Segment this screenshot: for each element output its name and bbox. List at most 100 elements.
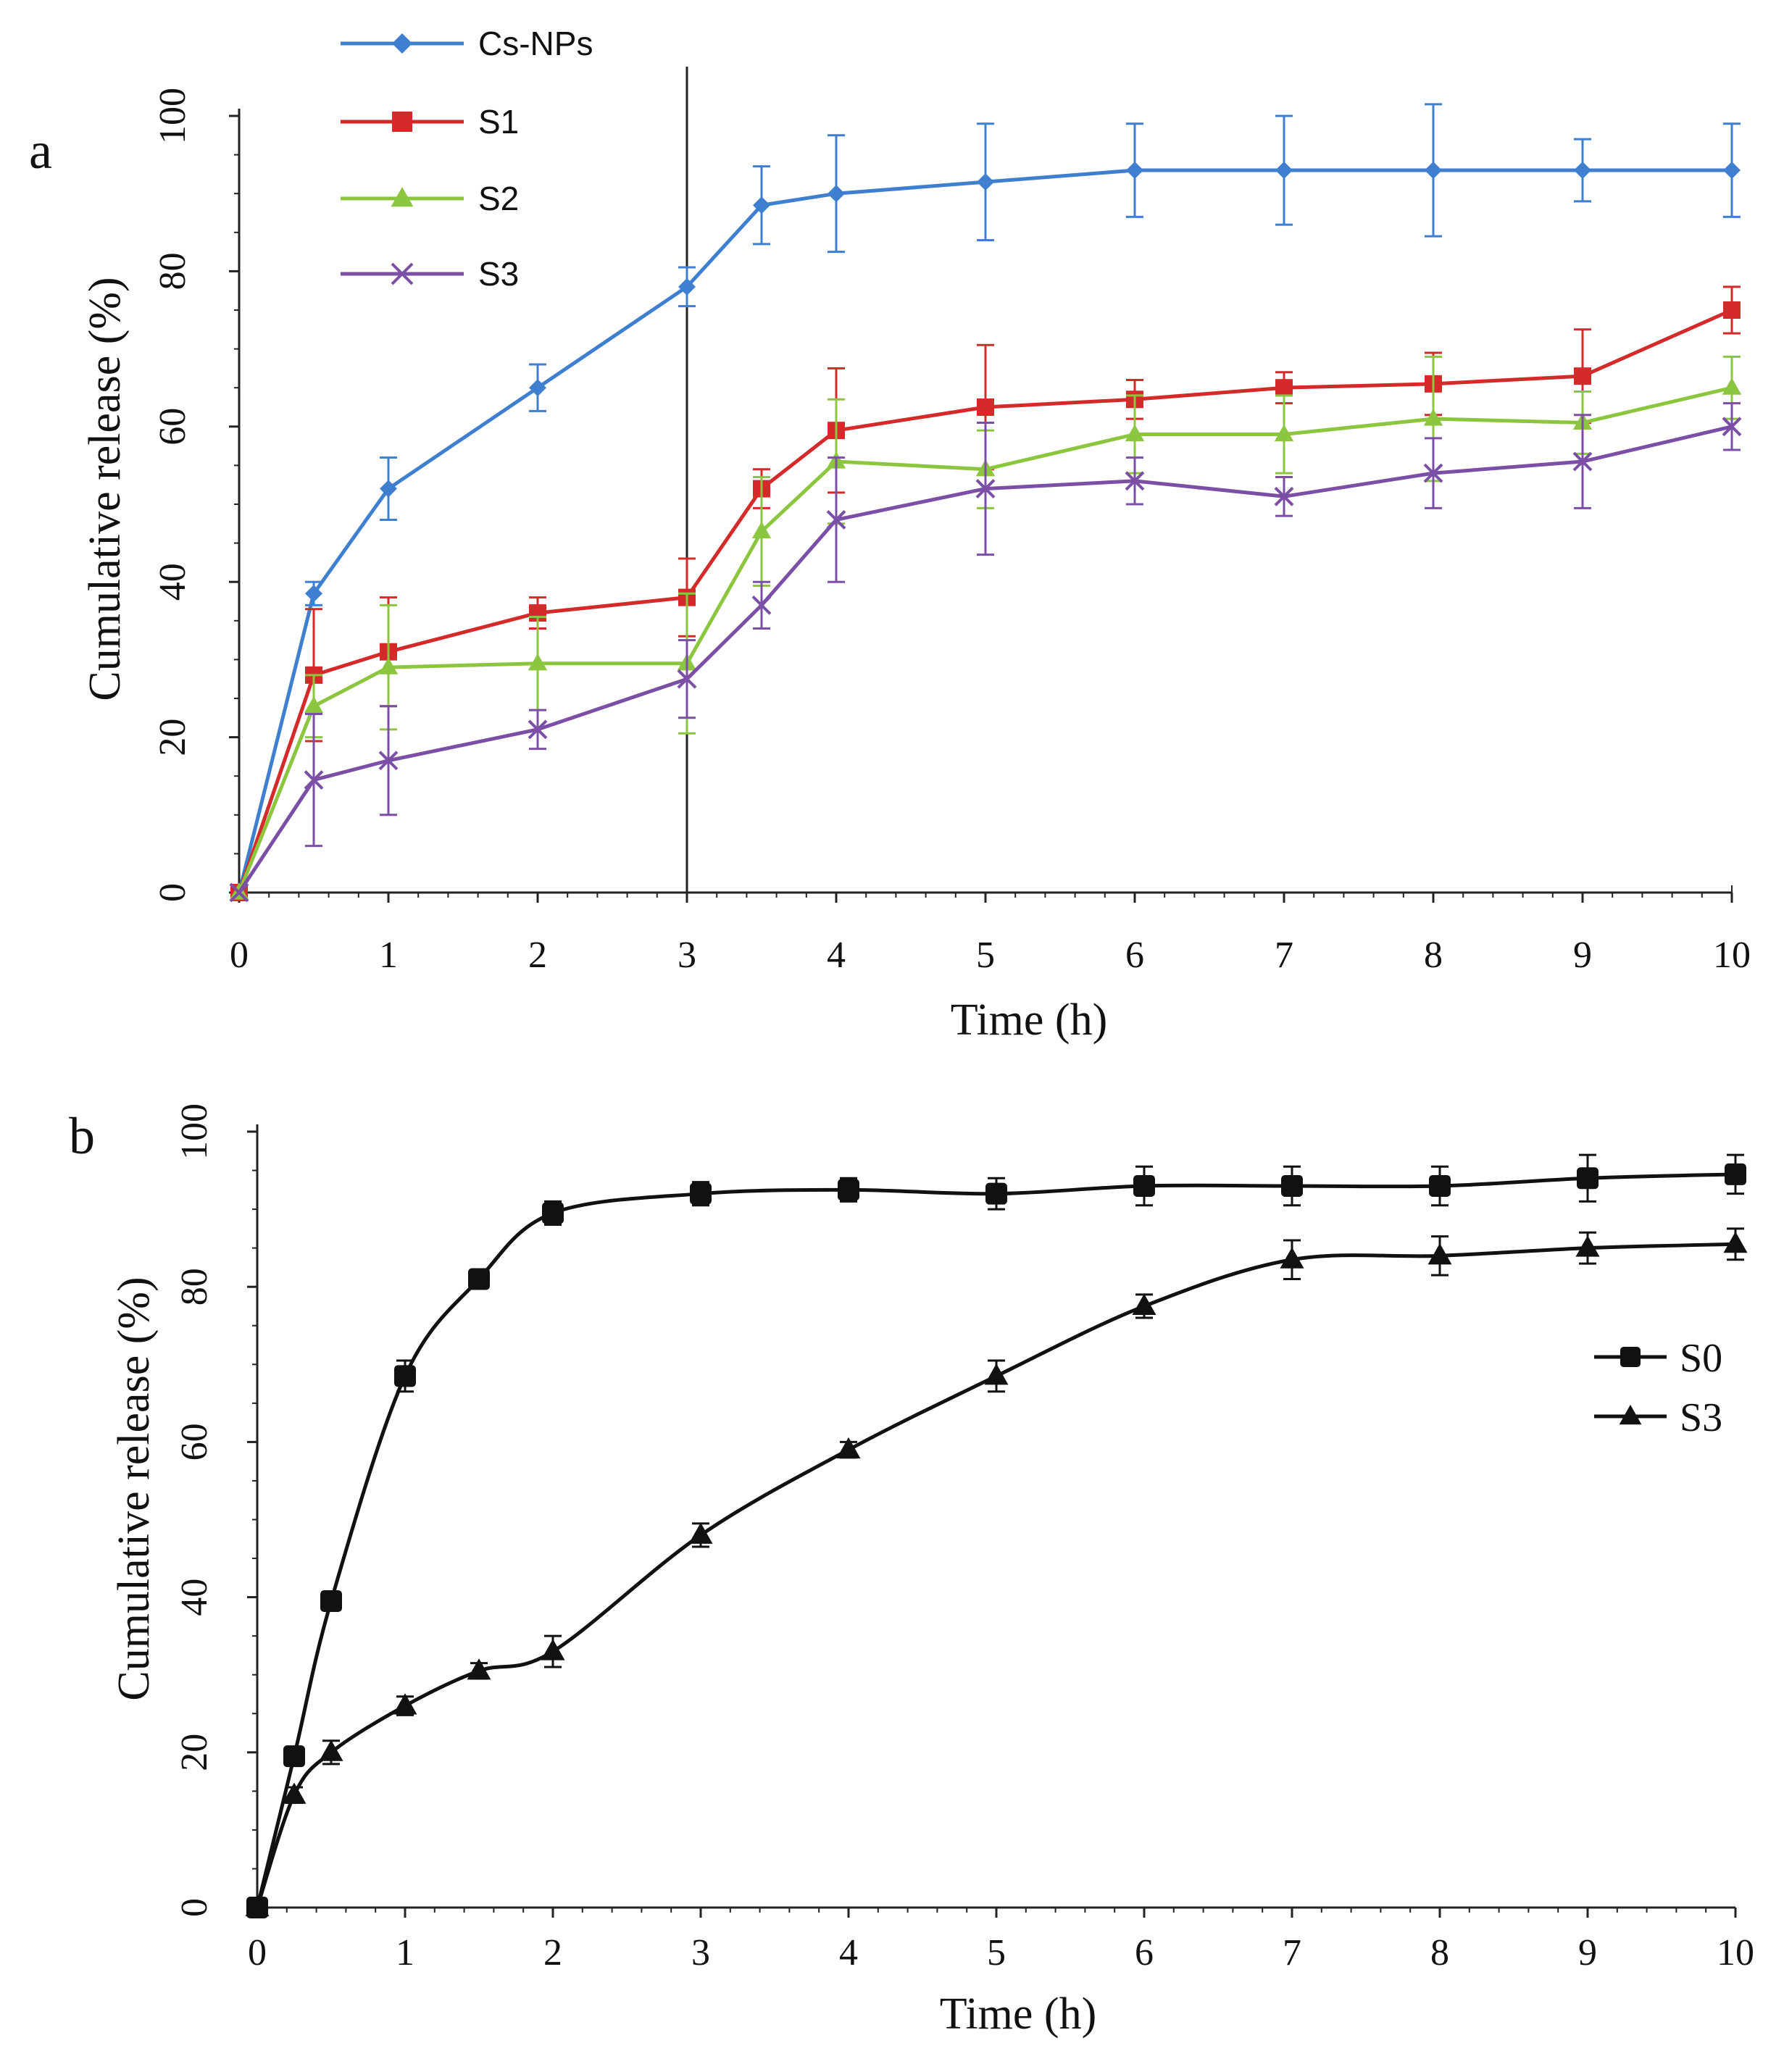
data-point-S0 [283,1745,305,1768]
x-tick-label: 0 [248,1932,267,1973]
data-point-S3 [1427,1243,1452,1265]
data-point-Cs-NPs [977,173,994,191]
y-tick-label: 60 [174,1423,215,1461]
x-tick-label: 9 [1578,1932,1597,1973]
chart-b-x-axis-label: Time (h) [940,1989,1096,2039]
data-point-Cs-NPs [1126,162,1143,180]
data-point-Cs-NPs [678,277,696,296]
data-point-S2 [528,653,548,671]
panel-label-a: a [29,122,52,180]
x-tick-label: 4 [827,935,846,976]
y-tick-label: 40 [152,563,193,601]
chart-a-x-axis-label: Time (h) [951,995,1107,1045]
y-tick-label: 20 [152,719,193,756]
x-tick-label: 2 [528,935,547,976]
data-point-Cs-NPs [753,196,770,214]
x-tick-label: 6 [1125,935,1144,976]
x-tick-label: 1 [379,935,398,976]
x-tick-label: 7 [1275,935,1293,976]
legend-marker [1620,1347,1641,1367]
chart-b-y-axis-label: Cumulative release (%) [109,1277,159,1700]
data-point-S3 [836,1437,861,1459]
data-point-S3 [975,479,996,498]
data-point-S0 [1133,1174,1155,1197]
legend-item-S2: S2 [341,180,519,217]
legend-marker [391,262,414,285]
data-point-S3 [984,1363,1009,1385]
data-point-Cs-NPs [1723,162,1741,180]
data-point-S3 [1723,1232,1748,1253]
data-point-S2 [1125,424,1145,442]
data-point-S3 [1572,451,1593,472]
data-point-S3 [229,882,249,903]
data-point-S3 [319,1739,343,1761]
y-tick-label: 40 [174,1579,215,1616]
legend-item-S1: S1 [341,103,519,141]
legend-item-S3: S3 [1594,1395,1722,1440]
legend-label: S3 [478,255,519,293]
data-point-S3 [304,770,324,790]
data-point-S0 [1725,1163,1746,1185]
data-point-S3 [688,1522,713,1544]
y-tick-label: 60 [152,408,193,446]
data-point-S3 [677,669,697,689]
data-point-S1 [1275,379,1293,397]
legend-item-S0: S0 [1594,1336,1722,1381]
data-point-S2 [1274,424,1294,442]
data-point-S3 [467,1658,491,1680]
data-point-S2 [751,521,772,539]
data-point-S2 [1423,409,1443,426]
x-tick-label: 2 [543,1932,562,1973]
x-tick-label: 8 [1424,935,1443,976]
data-point-S3 [1125,471,1145,491]
data-point-S0 [1429,1174,1451,1197]
data-point-S3 [1132,1293,1156,1315]
x-tick-label: 10 [1717,1932,1754,1973]
data-point-S1 [1574,367,1591,385]
y-tick-label: 0 [174,1898,215,1917]
data-point-S3 [378,751,399,771]
x-tick-label: 6 [1135,1932,1154,1973]
data-point-S3 [393,1693,417,1715]
series-line-S0 [255,1172,1736,1908]
x-tick-label: 8 [1430,1932,1449,1973]
x-tick-label: 4 [839,1932,858,1973]
data-point-S3 [826,510,846,530]
data-point-S2 [378,657,399,674]
series-Cs-NPs [230,103,1741,901]
legend-item-S3: S3 [341,255,519,293]
data-point-Cs-NPs [305,585,322,603]
data-point-S3 [751,595,772,615]
legend-marker [391,186,414,207]
y-tick-label: 80 [174,1268,215,1306]
data-point-S3 [1280,1247,1304,1269]
legend-label: S3 [1680,1395,1722,1440]
data-point-S2 [304,695,324,714]
data-point-Cs-NPs [1425,162,1442,180]
data-point-S0 [1577,1167,1598,1190]
x-tick-label: 3 [678,935,696,976]
y-tick-label: 0 [152,883,193,902]
data-point-Cs-NPs [1574,162,1591,180]
data-point-S2 [1722,377,1742,395]
legend-label: Cs-NPs [478,25,593,62]
series-S3 [245,1227,1748,1916]
data-point-Cs-NPs [1275,162,1293,180]
data-point-S0 [838,1179,859,1201]
x-tick-label: 9 [1573,935,1592,976]
data-point-S3 [1575,1235,1600,1257]
series-S3 [229,402,1742,903]
data-point-S1 [977,398,994,416]
data-point-S0 [985,1182,1007,1205]
data-point-S0 [394,1365,416,1387]
legend-label: S0 [1680,1336,1722,1381]
y-tick-label: 100 [174,1103,215,1160]
x-tick-label: 3 [691,1932,710,1973]
data-point-S3 [1423,463,1443,483]
chart-b-plot-area [245,1153,1748,1918]
